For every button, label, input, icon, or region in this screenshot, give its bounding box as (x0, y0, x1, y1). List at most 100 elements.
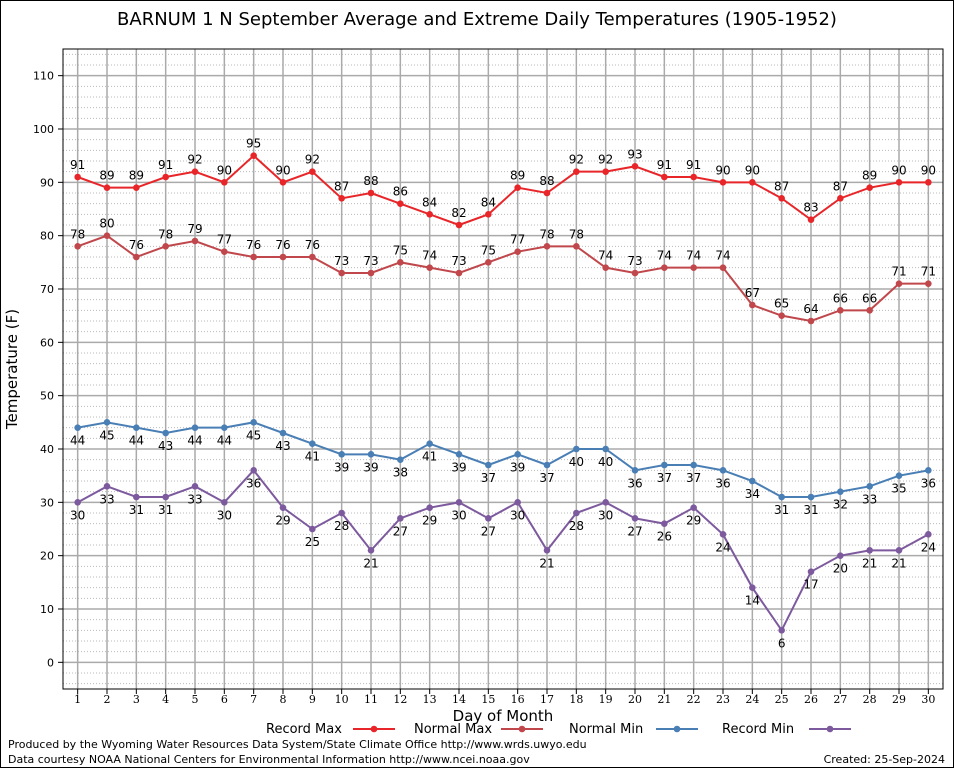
data-point-normal-max (573, 243, 580, 250)
data-point-record-min (895, 547, 903, 554)
data-label-normal-max: 78 (569, 227, 584, 241)
data-label-record-min: 6 (778, 636, 786, 650)
y-tick-label: 0 (47, 656, 54, 669)
data-label-normal-max: 73 (363, 254, 378, 268)
data-point-normal-min (866, 483, 873, 490)
data-point-normal-min (133, 424, 140, 431)
data-point-normal-min (661, 461, 668, 469)
data-label-record-max: 83 (803, 201, 818, 215)
data-point-normal-min (631, 467, 639, 474)
data-point-record-max (749, 179, 756, 186)
data-point-normal-max (749, 301, 756, 309)
data-label-record-max: 89 (510, 169, 525, 183)
data-point-normal-min (191, 424, 199, 431)
data-point-record-max (426, 211, 433, 218)
data-point-record-min (162, 493, 169, 501)
data-point-normal-max (397, 259, 404, 266)
data-point-normal-max (191, 237, 199, 245)
credit-line-1: Produced by the Wyoming Water Resources … (8, 738, 587, 751)
data-label-record-max: 87 (334, 179, 349, 193)
data-label-record-min: 25 (305, 535, 320, 549)
data-point-record-max (778, 195, 785, 202)
data-label-normal-max: 73 (627, 254, 642, 268)
data-label-normal-max: 78 (70, 227, 85, 241)
data-point-record-max (719, 179, 727, 186)
data-label-record-min: 36 (246, 476, 261, 490)
data-point-record-min (837, 552, 844, 559)
data-point-record-max (573, 168, 580, 175)
data-point-normal-max (250, 253, 257, 261)
data-label-normal-min: 39 (510, 460, 525, 474)
data-label-record-max: 86 (393, 185, 408, 199)
legend-swatch-marker (826, 725, 834, 733)
data-label-record-min: 17 (803, 578, 818, 592)
data-point-normal-min (74, 424, 81, 431)
data-label-normal-min: 44 (187, 434, 202, 448)
data-label-normal-min: 44 (217, 434, 232, 448)
y-tick-label: 40 (40, 443, 54, 456)
data-label-record-max: 92 (305, 153, 320, 167)
data-point-normal-min (455, 451, 463, 458)
data-label-record-min: 30 (217, 508, 232, 522)
data-label-record-max: 89 (862, 169, 877, 183)
data-point-record-max (191, 168, 199, 175)
data-point-normal-min (485, 461, 492, 469)
data-point-record-max (367, 189, 375, 197)
data-label-record-min: 30 (510, 508, 525, 522)
data-label-normal-min: 36 (921, 476, 936, 490)
legend-label-normal-max: Normal Max (414, 722, 492, 737)
data-point-normal-max (221, 248, 228, 255)
x-tick-label: 8 (280, 693, 287, 706)
x-tick-label: 25 (775, 693, 789, 706)
data-label-record-min: 28 (569, 519, 584, 533)
data-label-normal-max: 80 (99, 217, 114, 231)
data-point-normal-min (426, 440, 433, 447)
data-label-record-min: 27 (627, 524, 642, 538)
data-point-record-min (661, 520, 668, 527)
data-label-normal-max: 74 (715, 249, 730, 263)
x-tick-label: 26 (804, 693, 818, 706)
data-point-normal-max (661, 264, 668, 271)
data-point-record-max (485, 211, 492, 218)
data-label-normal-max: 76 (246, 238, 261, 252)
data-point-record-min (397, 515, 404, 522)
data-label-normal-max: 74 (422, 249, 437, 263)
data-point-record-min (719, 531, 727, 538)
series-line-record-min (77, 468, 929, 633)
data-point-normal-min (367, 451, 375, 458)
data-label-record-min: 29 (422, 514, 437, 528)
data-point-record-min (133, 493, 140, 501)
data-label-record-max: 91 (70, 158, 85, 172)
data-point-record-max (103, 184, 111, 191)
y-tick-label: 50 (40, 390, 54, 403)
data-point-normal-min (690, 461, 697, 469)
y-tick-label: 100 (33, 123, 54, 136)
data-point-normal-max (514, 248, 521, 255)
data-label-normal-min: 39 (363, 460, 378, 474)
data-label-record-max: 90 (715, 163, 730, 177)
legend-swatch-marker (673, 725, 681, 733)
x-tick-label: 21 (657, 693, 671, 706)
data-label-normal-min: 36 (715, 476, 730, 490)
data-label-record-max: 93 (627, 147, 642, 161)
data-label-record-max: 89 (129, 169, 144, 183)
legend-item-normal-max: Normal Max (414, 722, 543, 737)
legend-label-record-min: Record Min (722, 722, 794, 737)
data-point-record-max (162, 173, 169, 181)
data-label-normal-min: 43 (158, 439, 173, 453)
data-label-record-max: 87 (774, 179, 789, 193)
legend-swatch-marker (370, 725, 378, 733)
data-point-normal-min (778, 493, 785, 501)
data-label-record-max: 88 (539, 174, 554, 188)
data-label-normal-max: 76 (305, 238, 320, 252)
created-date: Created: 25-Sep-2024 (823, 753, 945, 766)
data-point-normal-max (162, 243, 169, 250)
data-point-normal-max (778, 312, 785, 319)
data-point-normal-max (807, 317, 815, 325)
data-point-normal-min (602, 445, 609, 453)
data-label-record-max: 90 (275, 163, 290, 177)
data-point-record-max (661, 173, 668, 181)
data-point-record-max (543, 189, 551, 197)
data-point-record-max (514, 184, 521, 191)
data-point-record-max (602, 168, 609, 175)
